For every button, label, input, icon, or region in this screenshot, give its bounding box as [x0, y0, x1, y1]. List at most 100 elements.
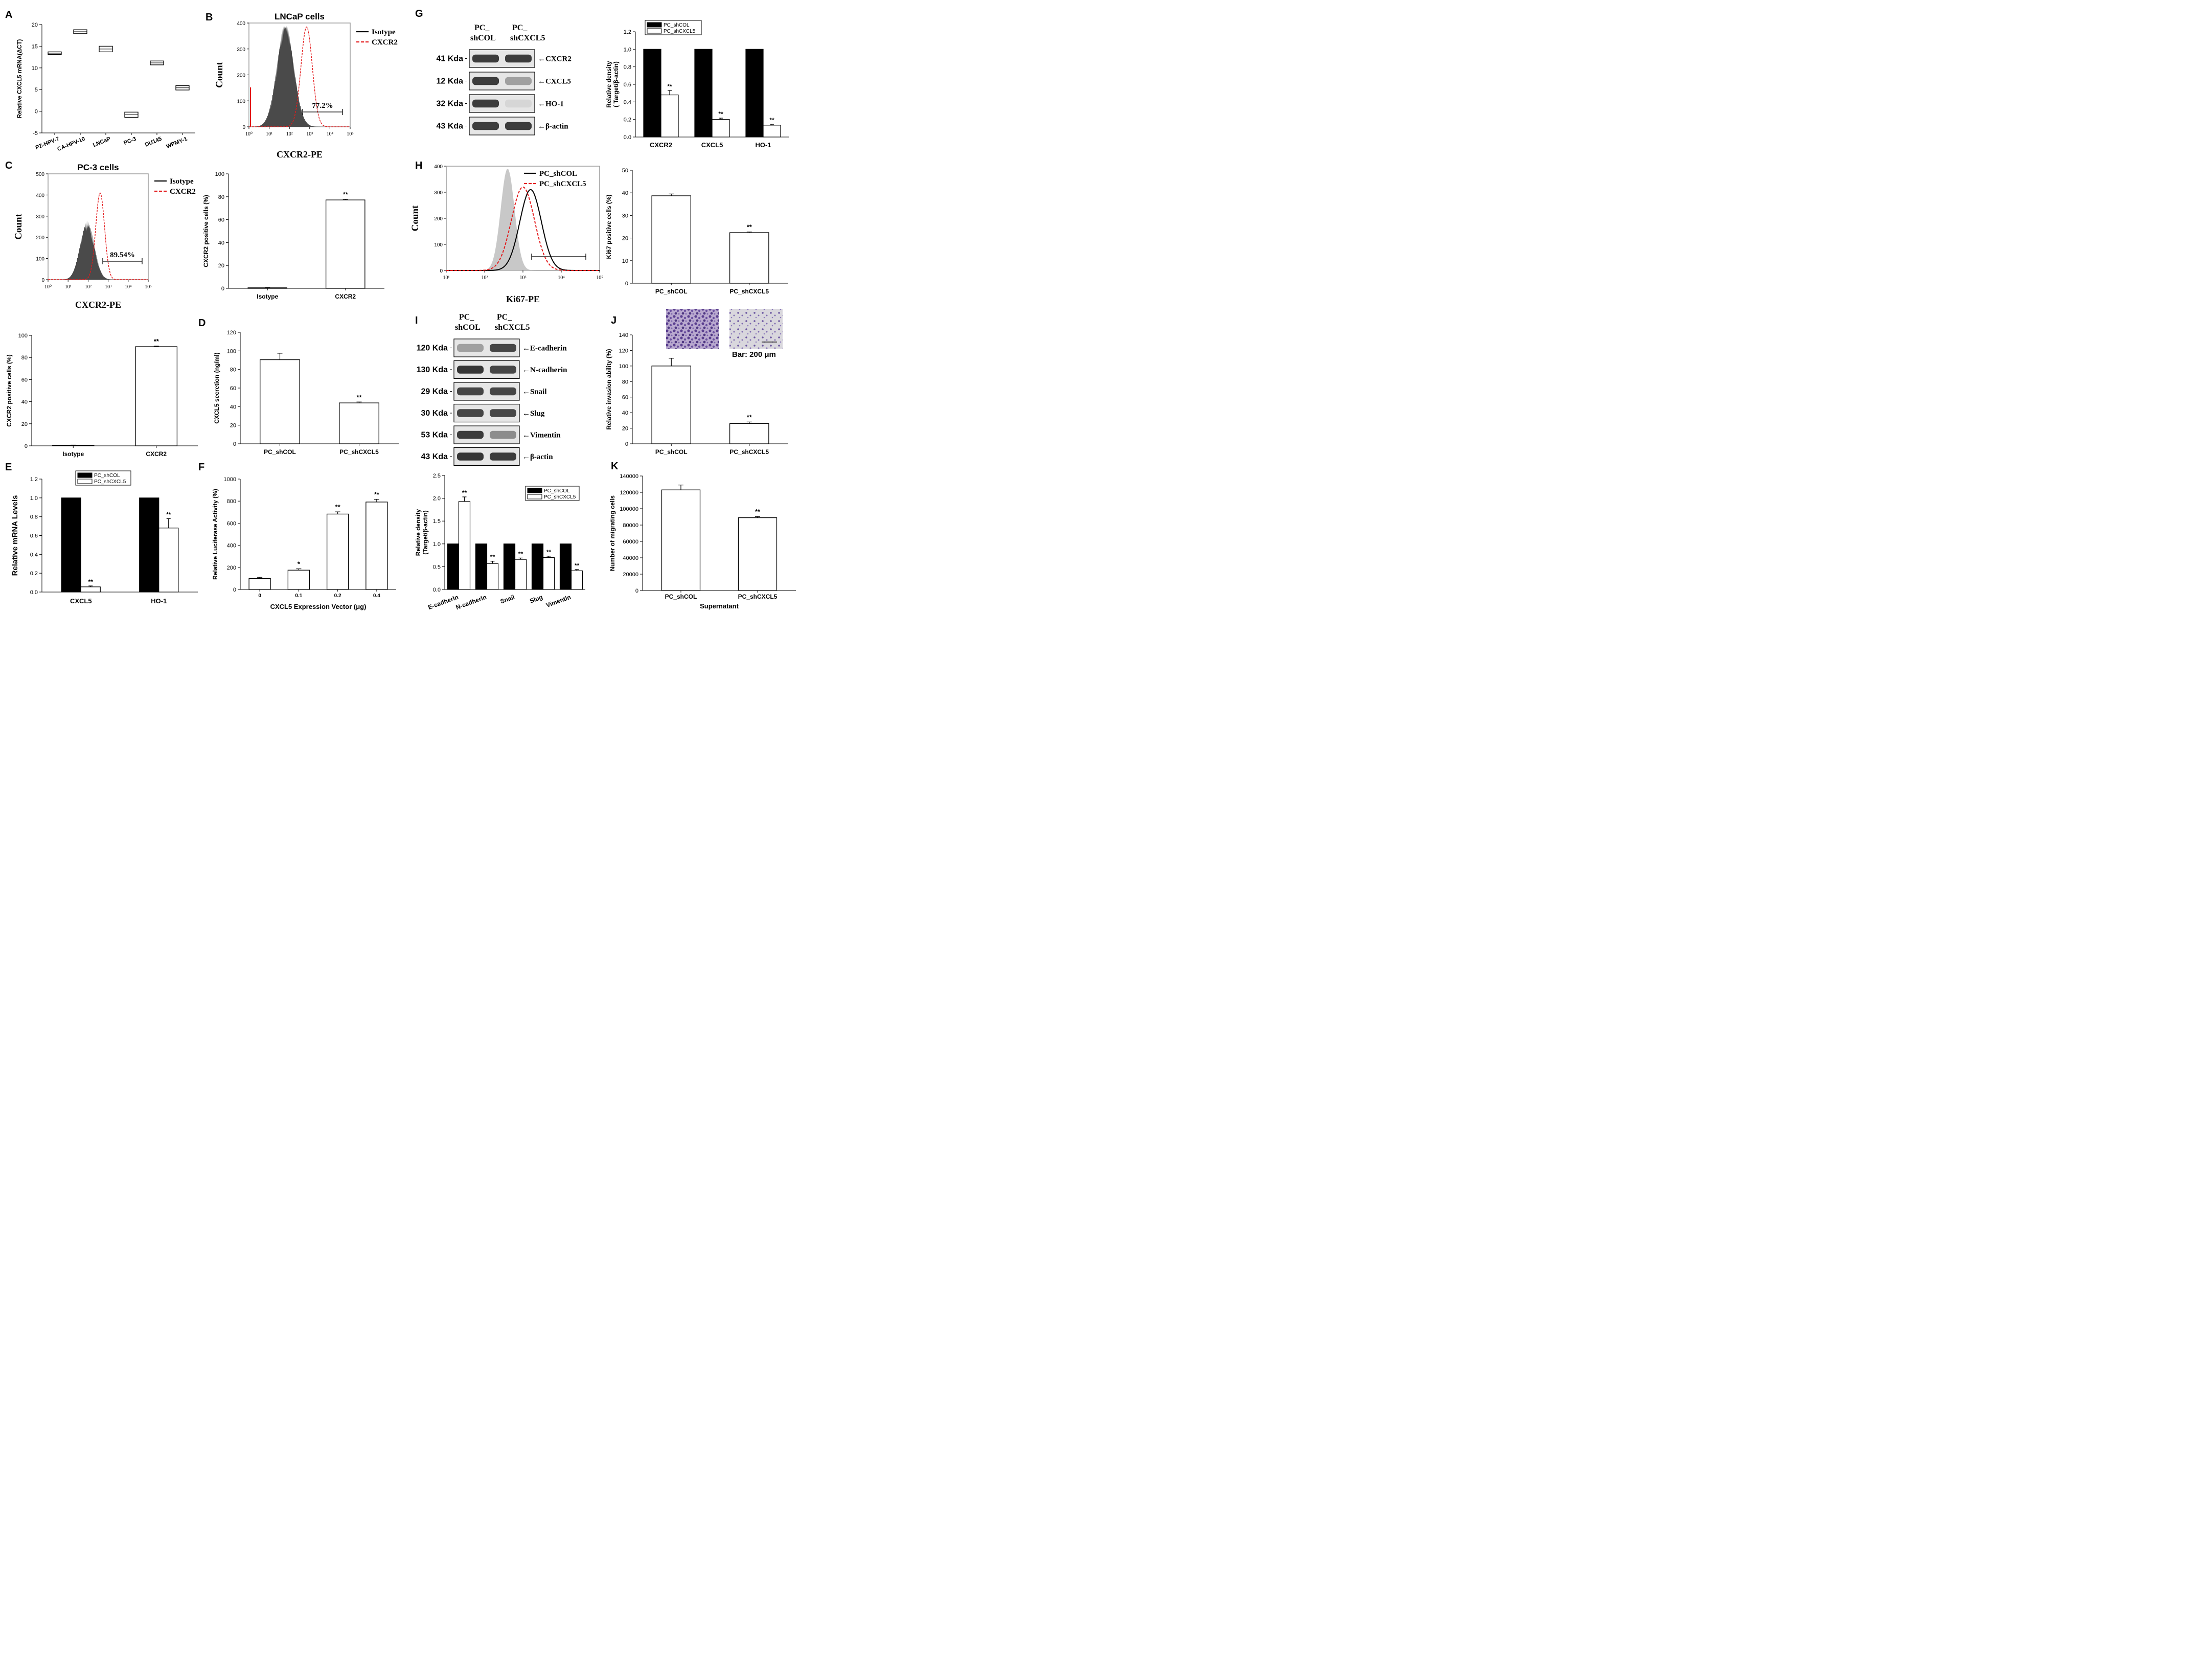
y-tick-label: 10: [622, 258, 628, 264]
y-axis-label: Count: [410, 205, 421, 231]
significance-marker: **: [769, 117, 774, 124]
y-tick-label: 80000: [623, 523, 638, 529]
lane-label: PC_: [512, 24, 528, 32]
panel-letter-K: K: [611, 461, 619, 472]
x-tick-label: 0.4: [373, 593, 380, 599]
bar-PC_shCXCL5: [729, 232, 769, 284]
bar-PC_shCOL-CXCL5: [694, 49, 713, 138]
y-tick-label: 2.0: [433, 496, 441, 502]
bar-PC_shCXCL5-Snail: [514, 559, 527, 590]
legend-label: PC_shCOL: [94, 473, 120, 479]
lane-label: shCXCL5: [495, 323, 530, 332]
y-tick-label: 20: [32, 22, 38, 28]
blot-band: [490, 409, 516, 417]
bar-PC_shCOL-Vimentin: [559, 543, 572, 590]
target-label: ←CXCL5: [538, 78, 571, 86]
x-tick-label: Snail: [499, 594, 516, 605]
x-tick-label: 10⁵: [596, 275, 603, 281]
blot-band: [472, 77, 499, 85]
y-tick-label: 0: [25, 443, 28, 449]
x-tick-label: HO-1: [755, 141, 771, 149]
legend-label: PC_shCXCL5: [539, 180, 586, 188]
y-tick-label: 0.4: [624, 99, 631, 105]
scale-bar-label: Bar: 200 μm: [732, 350, 776, 359]
y-tick-label: 15: [32, 43, 38, 50]
target-label: ←Vimentin: [522, 432, 561, 440]
y-tick-label: 80: [622, 379, 628, 385]
y-tick-label: 80: [218, 194, 224, 200]
x-tick-label: 10²: [85, 284, 92, 290]
panel-letter-I: I: [415, 315, 418, 326]
x-axis-label: CXCR2-PE: [75, 300, 121, 310]
bar-0.1: [287, 570, 310, 590]
legend-label: PC_shCXCL5: [544, 494, 576, 500]
y-tick-label: 0.4: [30, 552, 38, 558]
y-axis-label: Count: [214, 61, 225, 87]
y-tick-label: 60000: [623, 539, 638, 545]
y-tick-label: 0: [625, 281, 628, 287]
x-tick-label: E-cadherin: [427, 594, 459, 611]
x-tick-label: 10⁵: [347, 131, 354, 137]
y-tick-label: 400: [237, 21, 245, 27]
blot-band: [457, 387, 484, 396]
legend-label: PC_shCXCL5: [94, 479, 126, 485]
legend-label: Isotype: [170, 177, 194, 186]
y-tick-label: 30: [622, 213, 628, 219]
blot-band: [505, 99, 532, 108]
legend-swatch: [77, 479, 93, 484]
x-tick-label: PC_shCXCL5: [339, 448, 379, 456]
y-axis-label: CXCR2 positive cells (%): [6, 354, 13, 426]
blot-band: [457, 366, 484, 374]
target-label: ←E-cadherin: [522, 345, 567, 353]
x-tick-label: 10¹: [443, 275, 450, 281]
histogram-Isotype: [249, 26, 350, 127]
bar-PC_shCOL-Snail: [503, 543, 516, 590]
chart-title: PC-3 cells: [77, 163, 119, 172]
legend-label: CXCR2: [170, 188, 196, 196]
kda-label: 130 Kda: [417, 366, 448, 374]
x-tick-label: PC-3: [123, 136, 137, 147]
y-tick-label: 40000: [623, 555, 638, 561]
panel-letter-G: G: [415, 8, 423, 19]
y-tick-label: 300: [434, 190, 443, 196]
significance-marker: **: [747, 223, 752, 231]
y-tick-label: 400: [227, 543, 236, 549]
kda-label: 32 Kda: [437, 100, 464, 108]
bar-PC_shCOL-Slug: [531, 543, 544, 590]
y-axis-label: Ki67 positive cells (%): [605, 194, 612, 259]
kda-label: 41 Kda: [437, 55, 464, 63]
bar-PC_shCXCL5-CXCR2: [660, 95, 679, 138]
y-tick-label: 0.0: [624, 134, 631, 141]
y-tick-label: 2.5: [433, 473, 441, 479]
y-tick-label: 20: [218, 263, 224, 269]
chart-title: LNCaP cells: [275, 12, 325, 21]
blot-band: [472, 122, 499, 130]
panel-letter-F: F: [198, 462, 204, 473]
target-label: ←β-actin: [538, 123, 568, 131]
histogram-PC_shCOL: [446, 189, 600, 271]
legend-swatch: [527, 494, 542, 500]
y-tick-label: 0: [242, 125, 245, 130]
bar-PC_shCOL: [661, 489, 701, 591]
y-tick-label: 0.6: [30, 533, 38, 539]
x-tick-label: PC_shCOL: [665, 593, 697, 600]
y-tick-label: 200: [227, 565, 236, 571]
y-tick-label: 0: [233, 441, 236, 447]
x-tick-label: 10²: [482, 275, 488, 281]
y-tick-label: 40: [622, 410, 628, 416]
x-tick-label: 10²: [286, 131, 293, 137]
y-tick-label: 60: [21, 377, 28, 383]
y-tick-label: 0: [625, 441, 628, 447]
x-tick-label: 10¹: [65, 284, 72, 290]
bar-PC_shCOL: [651, 195, 692, 284]
y-tick-label: 1.2: [30, 476, 38, 483]
y-tick-label: 100000: [620, 506, 638, 512]
target-label: ←CXCR2: [538, 55, 572, 63]
legend-label: CXCR2: [372, 38, 398, 47]
y-tick-label: 100: [215, 171, 224, 177]
y-tick-label: 140: [619, 332, 628, 338]
significance-marker: **: [154, 337, 159, 345]
x-tick-label: 10⁴: [558, 275, 565, 281]
x-tick-label: CXCR2: [335, 293, 356, 300]
lane-label: shCXCL5: [510, 34, 545, 42]
